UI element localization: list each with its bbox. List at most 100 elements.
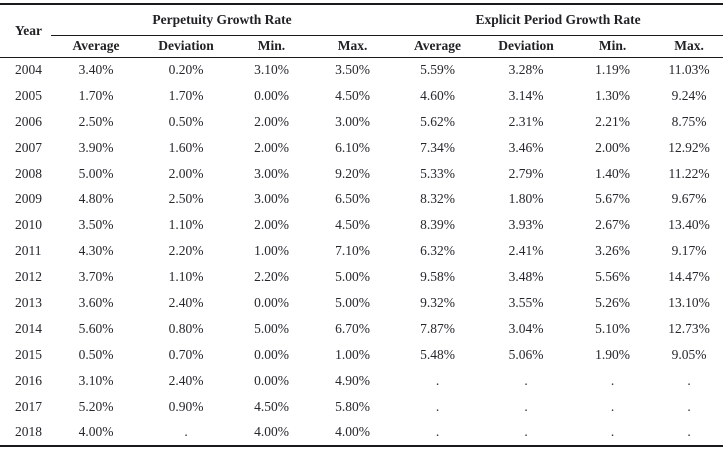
year-cell: 2016 — [15, 372, 42, 388]
value-cell: 5.33% — [420, 165, 455, 181]
value-cell: 3.50% — [335, 62, 370, 78]
explicit-period-growth-group-header: Explicit Period Growth Rate — [393, 4, 723, 36]
value-cell: 2.00% — [254, 113, 289, 129]
value-cell: 0.50% — [78, 346, 114, 362]
table-row: 2008 5.00% 2.00% 3.00% 9.20% 5.33% 2.79% 1.40% 1… — [0, 161, 723, 187]
perpetuity-growth-group-header: Perpetuity Growth Rate — [51, 4, 394, 36]
value-cell: 3.40% — [78, 62, 114, 78]
year-cell: 2018 — [15, 423, 42, 439]
value-cell: 5.67% — [595, 191, 630, 207]
missing-value-cell: . — [184, 423, 188, 439]
table-row: 2009 4.80% 2.50% 3.00% 6.50% 8.32% 1.80% 5.67% 9… — [0, 187, 723, 213]
year-column-header: Year — [0, 4, 51, 58]
value-cell: 5.10% — [595, 320, 630, 336]
value-cell: 11.03% — [668, 62, 710, 78]
missing-value-cell: . — [524, 398, 528, 414]
value-cell: 5.62% — [420, 113, 455, 129]
value-cell: 8.32% — [420, 191, 455, 207]
value-cell: 2.00% — [254, 217, 289, 233]
value-cell: 4.50% — [335, 87, 370, 103]
value-cell: 1.10% — [168, 217, 204, 233]
table-row: 2018 4.00%. 4.00% 4.00%.... — [0, 420, 723, 446]
perpetuity-max-header: Max. — [312, 35, 394, 58]
value-cell: 1.70% — [168, 87, 204, 103]
value-cell: 5.00% — [335, 295, 370, 311]
value-cell: 8.75% — [671, 113, 707, 129]
missing-value-cell: . — [610, 398, 615, 414]
value-cell: 2.00% — [595, 139, 630, 155]
value-cell: 5.26% — [595, 295, 630, 311]
value-cell: 3.70% — [78, 269, 114, 285]
value-cell: 3.26% — [595, 243, 630, 259]
year-cell: 2011 — [15, 243, 42, 259]
value-cell: 5.00% — [254, 320, 289, 336]
value-cell: 3.50% — [78, 217, 114, 233]
value-cell: 9.67% — [671, 191, 707, 207]
year-cell: 2008 — [15, 165, 42, 181]
value-cell: 12.92% — [668, 139, 710, 155]
value-cell: 4.90% — [335, 372, 370, 388]
value-cell: 4.00% — [78, 423, 114, 439]
year-cell: 2012 — [15, 269, 42, 285]
value-cell: 5.00% — [78, 165, 114, 181]
value-cell: 2.50% — [168, 191, 204, 207]
value-cell: 5.60% — [78, 320, 114, 336]
table-row: 2007 3.90% 1.60% 2.00% 6.10% 7.34% 3.46% 2.00% 1… — [0, 135, 723, 161]
value-cell: 3.93% — [508, 217, 544, 233]
value-cell: 1.19% — [595, 62, 630, 78]
value-cell: 9.32% — [420, 295, 455, 311]
missing-value-cell: . — [687, 423, 691, 439]
perpetuity-deviation-header: Deviation — [141, 35, 231, 58]
value-cell: 2.40% — [168, 295, 204, 311]
value-cell: 9.24% — [671, 87, 707, 103]
value-cell: 1.30% — [595, 87, 630, 103]
value-cell: 3.00% — [254, 191, 289, 207]
value-cell: 2.21% — [595, 113, 630, 129]
value-cell: 4.00% — [254, 423, 289, 439]
missing-value-cell: . — [435, 423, 440, 439]
value-cell: 0.00% — [254, 372, 289, 388]
value-cell: 2.20% — [254, 269, 289, 285]
value-cell: 4.60% — [420, 87, 455, 103]
value-cell: 5.20% — [78, 398, 114, 414]
value-cell: 3.55% — [508, 295, 544, 311]
value-cell: 5.56% — [595, 269, 630, 285]
value-cell: 3.00% — [335, 113, 370, 129]
value-cell: 3.90% — [78, 139, 114, 155]
table-row: 2010 3.50% 1.10% 2.00% 4.50% 8.39% 3.93% 2.67% 1… — [0, 213, 723, 239]
missing-value-cell: . — [610, 423, 615, 439]
value-cell: 1.00% — [254, 243, 289, 259]
missing-value-cell: . — [524, 423, 528, 439]
value-cell: 9.58% — [420, 269, 455, 285]
year-cell: 2005 — [15, 87, 42, 103]
value-cell: 11.22% — [668, 165, 710, 181]
missing-value-cell: . — [435, 398, 440, 414]
value-cell: 6.70% — [335, 320, 370, 336]
value-cell: 3.10% — [78, 372, 114, 388]
table-row: 2005 1.70% 1.70% 0.00% 4.50% 4.60% 3.14% 1.30% 9… — [0, 83, 723, 109]
table-row: 2015 0.50% 0.70% 0.00% 1.00% 5.48% 5.06% 1.90% 9… — [0, 342, 723, 368]
year-cell: 2014 — [15, 320, 42, 336]
table-row: 2011 4.30% 2.20% 1.00% 7.10% 6.32% 2.41% 3.26% 9… — [0, 239, 723, 265]
value-cell: 5.48% — [420, 346, 455, 362]
value-cell: 5.00% — [335, 269, 370, 285]
table-row: 2016 3.10% 2.40% 0.00% 4.90%.... — [0, 368, 723, 394]
value-cell: 1.60% — [168, 139, 204, 155]
table-body: 2004 3.40% 0.20% 3.10% 3.50% 5.59% 3.28% 1.19% 1… — [0, 58, 723, 446]
value-cell: 4.50% — [335, 217, 370, 233]
value-cell: 13.40% — [668, 217, 710, 233]
value-cell: 2.31% — [508, 113, 544, 129]
table-row: 2017 5.20% 0.90% 4.50% 5.80%.... — [0, 394, 723, 420]
value-cell: 1.80% — [508, 191, 544, 207]
value-cell: 1.00% — [335, 346, 370, 362]
table-row: 2013 3.60% 2.40% 0.00% 5.00% 9.32% 3.55% 5.26% 1… — [0, 291, 723, 317]
missing-value-cell: . — [435, 372, 440, 388]
value-cell: 9.05% — [671, 346, 707, 362]
value-cell: 2.79% — [508, 165, 544, 181]
value-cell: 0.80% — [168, 320, 204, 336]
perpetuity-average-header: Average — [51, 35, 141, 58]
value-cell: 9.20% — [335, 165, 370, 181]
value-cell: 2.40% — [168, 372, 204, 388]
value-cell: 9.17% — [671, 243, 707, 259]
value-cell: 0.00% — [254, 346, 289, 362]
